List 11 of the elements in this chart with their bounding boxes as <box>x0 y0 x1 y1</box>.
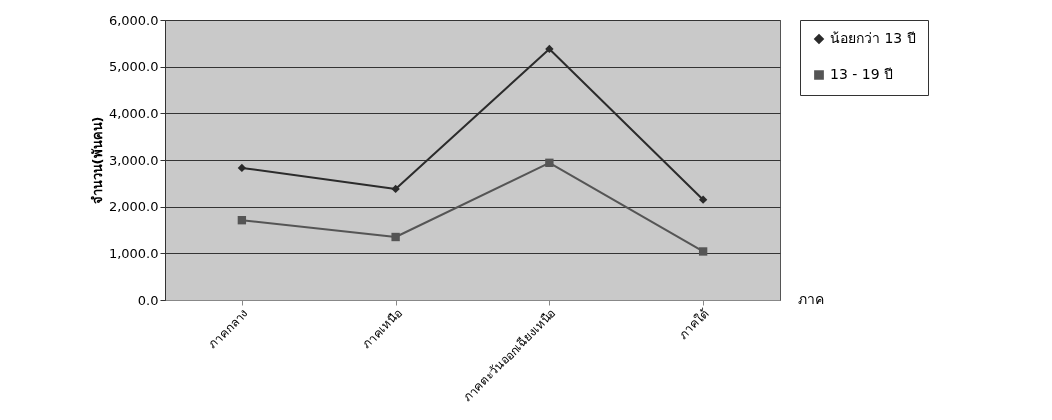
legend-label: 13 - 19 ปี <box>830 66 894 82</box>
y-tick-label: 5,000.0 <box>108 59 159 75</box>
legend-label: น้อยกว่า 13 ปี <box>830 30 916 46</box>
y-tick-label: 2,000.0 <box>108 199 159 215</box>
y-axis-title: จำนวน(พันคน) <box>89 116 105 205</box>
y-tick-label: 3,000.0 <box>108 152 159 168</box>
x-axis-title: ภาค <box>797 290 824 307</box>
y-tick-label: 4,000.0 <box>108 105 159 121</box>
y-tick-label: 6,000.0 <box>108 12 159 28</box>
y-tick-label: 0.0 <box>137 292 159 308</box>
y-tick-label: 1,000.0 <box>108 245 159 261</box>
